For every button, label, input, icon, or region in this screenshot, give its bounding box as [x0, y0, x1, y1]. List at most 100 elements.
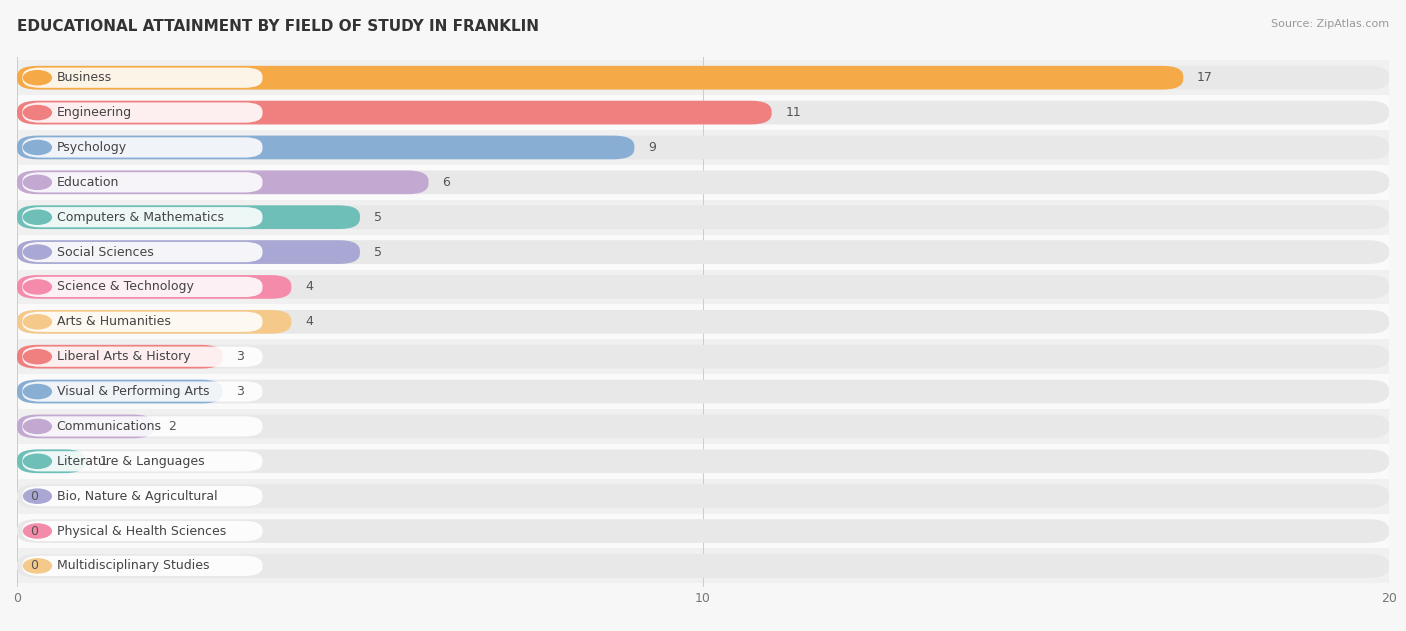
Text: 6: 6 — [443, 176, 450, 189]
Bar — [17, 409, 1389, 444]
Circle shape — [24, 140, 52, 155]
Bar — [17, 130, 1389, 165]
FancyBboxPatch shape — [17, 170, 429, 194]
Text: Visual & Performing Arts: Visual & Performing Arts — [56, 385, 209, 398]
FancyBboxPatch shape — [22, 416, 263, 437]
FancyBboxPatch shape — [17, 554, 1389, 578]
Circle shape — [24, 105, 52, 120]
Bar — [17, 200, 1389, 235]
FancyBboxPatch shape — [17, 485, 1389, 508]
Circle shape — [24, 420, 52, 433]
Bar — [17, 95, 1389, 130]
Bar — [17, 479, 1389, 514]
Circle shape — [24, 210, 52, 224]
FancyBboxPatch shape — [22, 138, 263, 158]
Circle shape — [24, 350, 52, 363]
Circle shape — [24, 524, 52, 538]
FancyBboxPatch shape — [17, 136, 1389, 159]
Bar — [17, 548, 1389, 583]
Text: 4: 4 — [305, 316, 314, 328]
FancyBboxPatch shape — [17, 275, 291, 299]
Text: Psychology: Psychology — [56, 141, 127, 154]
Circle shape — [24, 454, 52, 468]
Bar — [17, 374, 1389, 409]
Text: Education: Education — [56, 176, 120, 189]
Text: 5: 5 — [374, 245, 381, 259]
FancyBboxPatch shape — [22, 346, 263, 367]
FancyBboxPatch shape — [22, 556, 263, 576]
Text: Liberal Arts & History: Liberal Arts & History — [56, 350, 190, 363]
FancyBboxPatch shape — [22, 277, 263, 297]
Text: 11: 11 — [786, 106, 801, 119]
Text: Engineering: Engineering — [56, 106, 132, 119]
FancyBboxPatch shape — [17, 449, 1389, 473]
Text: Arts & Humanities: Arts & Humanities — [56, 316, 170, 328]
Text: Computers & Mathematics: Computers & Mathematics — [56, 211, 224, 224]
Bar — [17, 444, 1389, 479]
Text: 2: 2 — [167, 420, 176, 433]
Circle shape — [24, 315, 52, 329]
FancyBboxPatch shape — [17, 275, 1389, 299]
Text: 9: 9 — [648, 141, 657, 154]
FancyBboxPatch shape — [17, 101, 772, 124]
Text: Social Sciences: Social Sciences — [56, 245, 153, 259]
FancyBboxPatch shape — [17, 519, 1389, 543]
FancyBboxPatch shape — [17, 240, 1389, 264]
FancyBboxPatch shape — [22, 242, 263, 262]
Text: 0: 0 — [31, 560, 38, 572]
Text: 3: 3 — [236, 385, 245, 398]
Text: Physical & Health Sciences: Physical & Health Sciences — [56, 524, 226, 538]
Bar — [17, 269, 1389, 304]
FancyBboxPatch shape — [17, 380, 222, 403]
Bar — [17, 339, 1389, 374]
FancyBboxPatch shape — [17, 136, 634, 159]
Bar — [17, 514, 1389, 548]
Text: Multidisciplinary Studies: Multidisciplinary Studies — [56, 560, 209, 572]
FancyBboxPatch shape — [22, 207, 263, 227]
Text: Business: Business — [56, 71, 112, 84]
Text: Communications: Communications — [56, 420, 162, 433]
Text: Science & Technology: Science & Technology — [56, 280, 194, 293]
Circle shape — [24, 280, 52, 294]
FancyBboxPatch shape — [17, 101, 1389, 124]
Text: 5: 5 — [374, 211, 381, 224]
Circle shape — [24, 71, 52, 85]
FancyBboxPatch shape — [22, 381, 263, 402]
FancyBboxPatch shape — [22, 102, 263, 122]
Circle shape — [24, 384, 52, 399]
Circle shape — [24, 245, 52, 259]
Text: 0: 0 — [31, 524, 38, 538]
Text: Literature & Languages: Literature & Languages — [56, 455, 204, 468]
Text: Bio, Nature & Agricultural: Bio, Nature & Agricultural — [56, 490, 218, 503]
Circle shape — [24, 559, 52, 573]
Text: Source: ZipAtlas.com: Source: ZipAtlas.com — [1271, 19, 1389, 29]
FancyBboxPatch shape — [17, 345, 222, 369]
Text: 17: 17 — [1197, 71, 1213, 84]
Text: 4: 4 — [305, 280, 314, 293]
Text: EDUCATIONAL ATTAINMENT BY FIELD OF STUDY IN FRANKLIN: EDUCATIONAL ATTAINMENT BY FIELD OF STUDY… — [17, 19, 538, 34]
Circle shape — [24, 175, 52, 189]
FancyBboxPatch shape — [17, 66, 1184, 90]
FancyBboxPatch shape — [17, 310, 291, 334]
Bar — [17, 61, 1389, 95]
FancyBboxPatch shape — [17, 205, 1389, 229]
Text: 0: 0 — [31, 490, 38, 503]
Circle shape — [24, 489, 52, 504]
FancyBboxPatch shape — [17, 240, 360, 264]
FancyBboxPatch shape — [17, 170, 1389, 194]
FancyBboxPatch shape — [17, 345, 1389, 369]
FancyBboxPatch shape — [22, 172, 263, 192]
Bar — [17, 235, 1389, 269]
Text: 1: 1 — [100, 455, 107, 468]
FancyBboxPatch shape — [22, 451, 263, 471]
FancyBboxPatch shape — [22, 68, 263, 88]
Bar — [17, 165, 1389, 200]
Bar — [17, 304, 1389, 339]
FancyBboxPatch shape — [17, 66, 1389, 90]
FancyBboxPatch shape — [17, 415, 1389, 439]
Text: 3: 3 — [236, 350, 245, 363]
FancyBboxPatch shape — [17, 449, 86, 473]
FancyBboxPatch shape — [22, 521, 263, 541]
FancyBboxPatch shape — [17, 205, 360, 229]
FancyBboxPatch shape — [22, 312, 263, 332]
